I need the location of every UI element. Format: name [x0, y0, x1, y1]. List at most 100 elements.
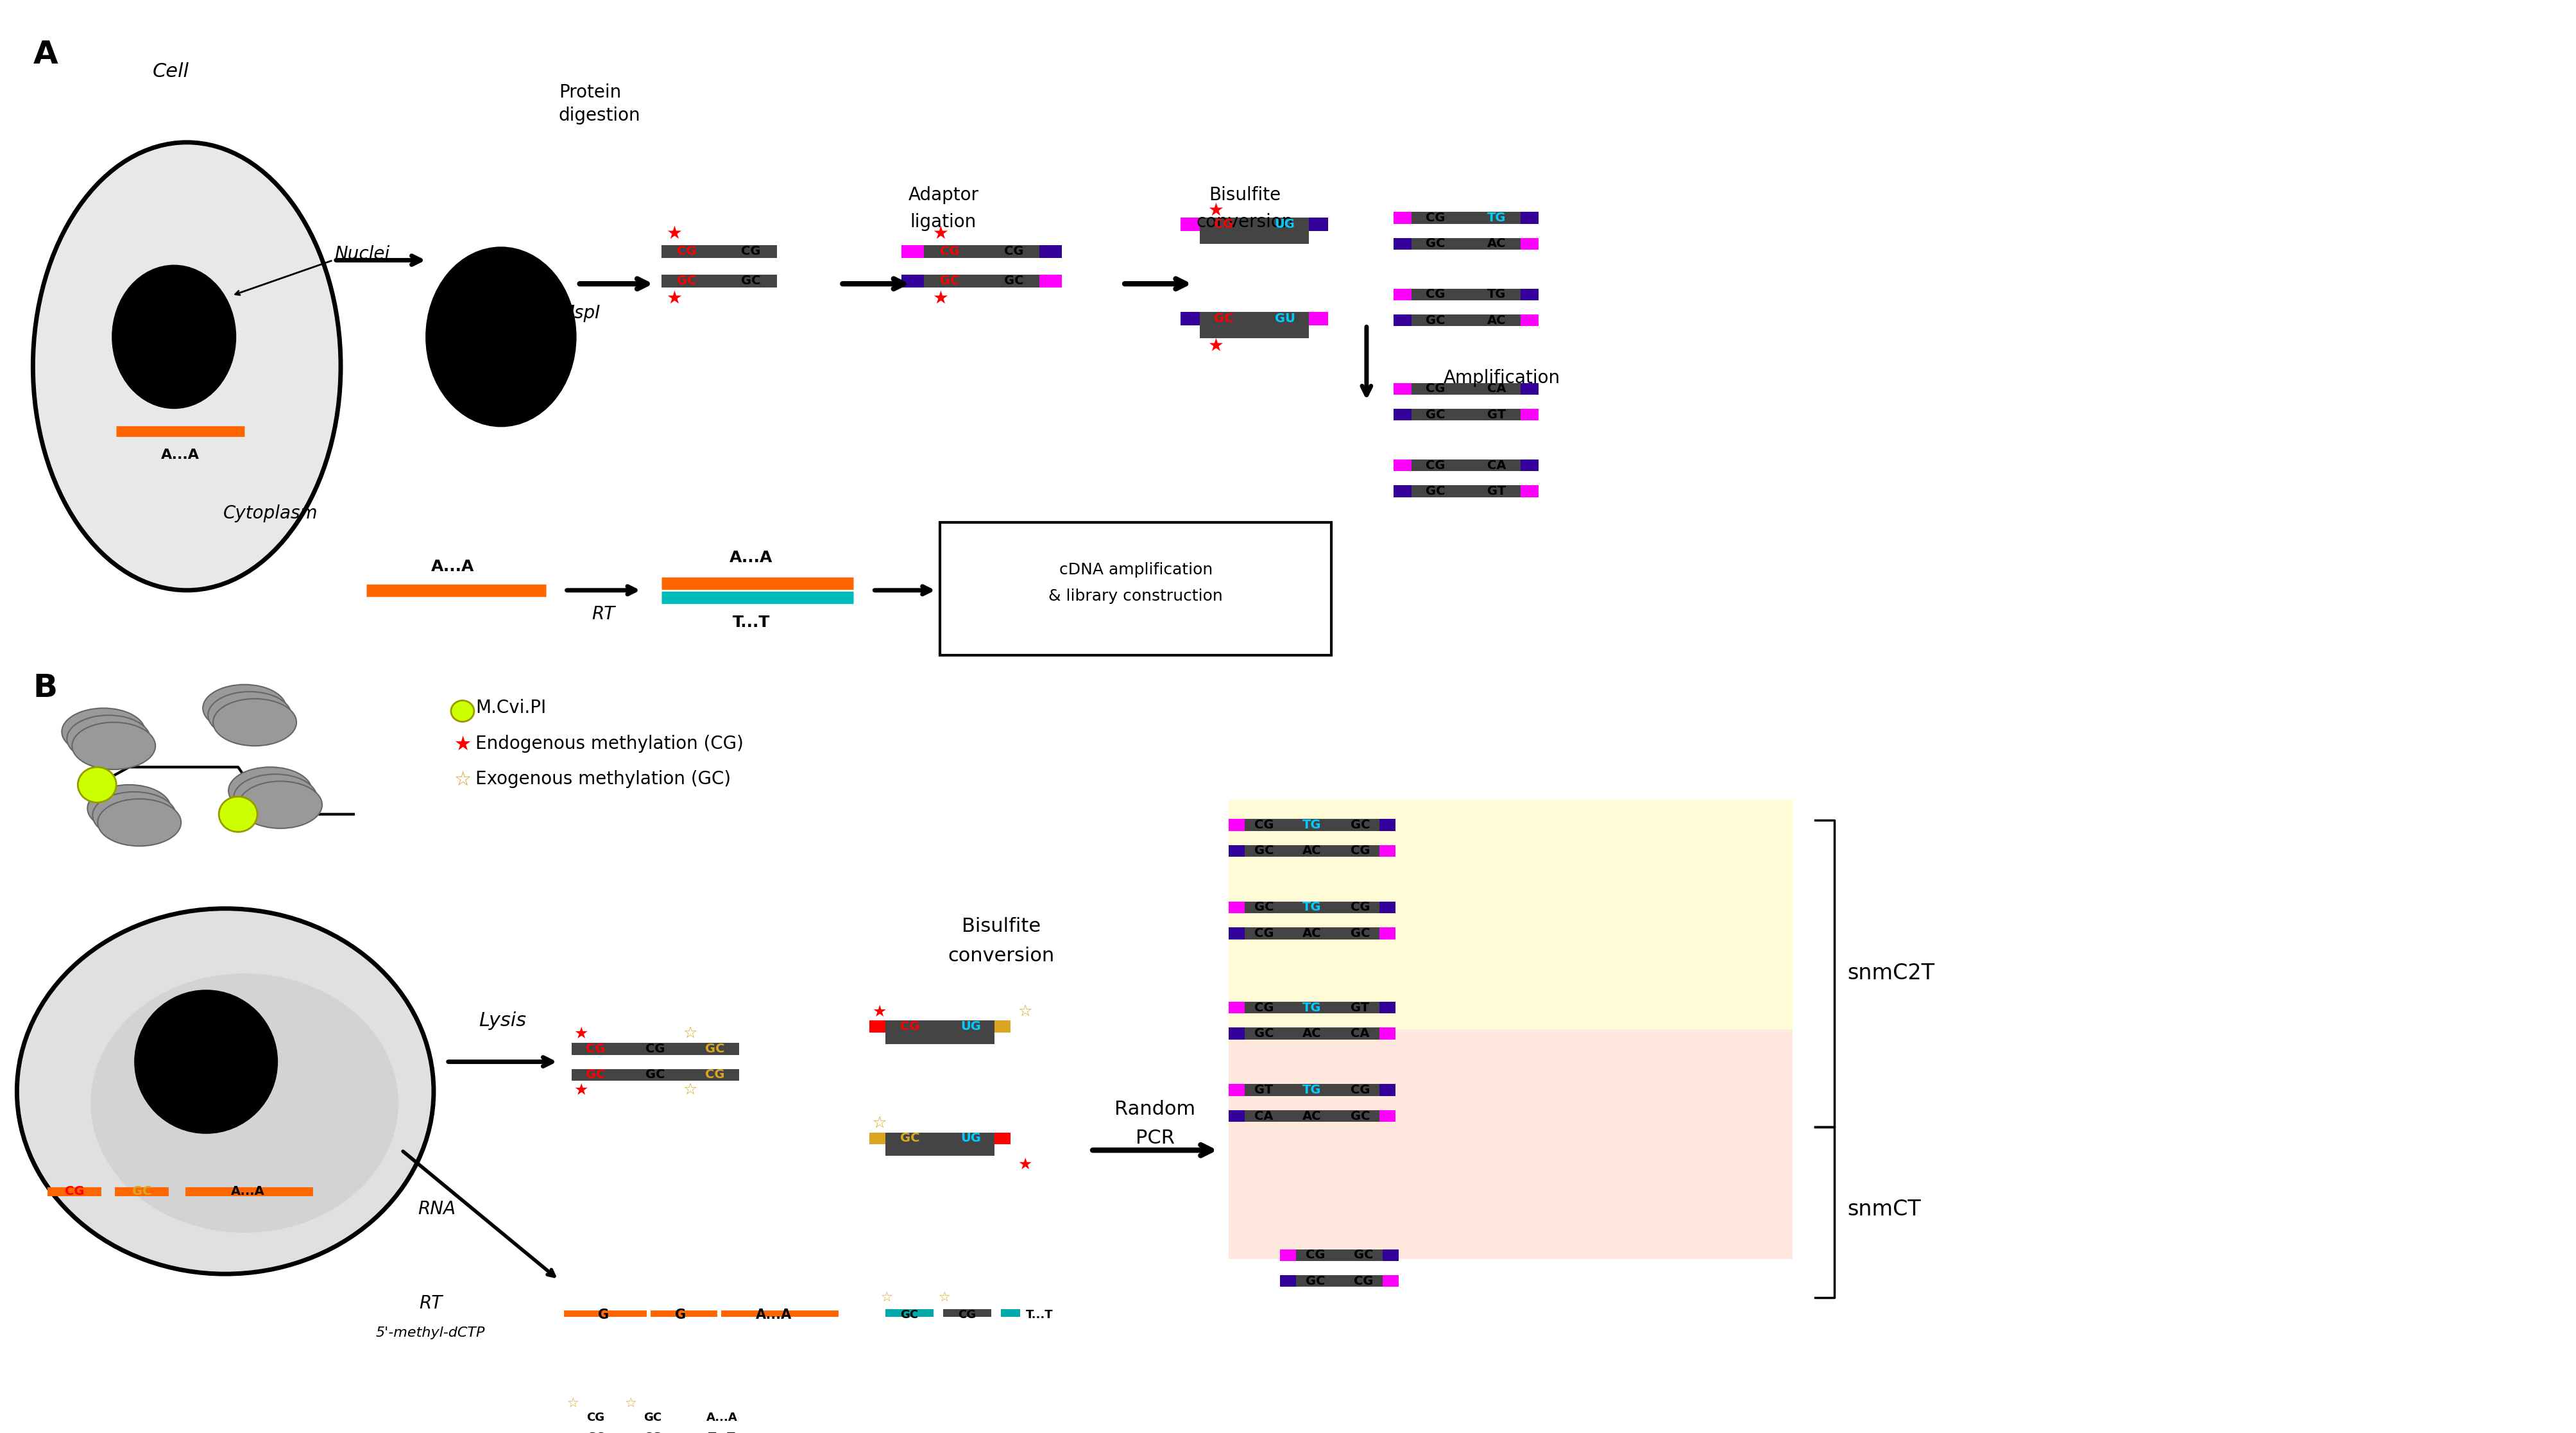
- Bar: [1458, 460, 1471, 471]
- FancyBboxPatch shape: [1229, 800, 1793, 1260]
- Text: GC: GC: [1306, 1275, 1324, 1287]
- Text: conversion: conversion: [948, 946, 1054, 964]
- Text: GC: GC: [1350, 818, 1370, 831]
- Bar: [1394, 486, 1412, 497]
- Text: CG: CG: [958, 1310, 976, 1321]
- Text: ☆: ☆: [683, 1082, 698, 1098]
- Text: ★: ★: [1018, 1158, 1033, 1172]
- Bar: [1244, 1027, 1283, 1039]
- Bar: [1378, 845, 1396, 857]
- Bar: [1332, 927, 1340, 939]
- Bar: [1520, 486, 1538, 497]
- Bar: [1383, 1250, 1399, 1261]
- Bar: [1332, 845, 1340, 857]
- Text: GU: GU: [1275, 312, 1296, 325]
- Bar: [1309, 218, 1327, 231]
- Text: ligation: ligation: [909, 214, 976, 231]
- Text: digestion: digestion: [559, 107, 641, 125]
- Bar: [726, 245, 775, 258]
- Text: GC: GC: [1350, 1111, 1370, 1122]
- Bar: [714, 274, 726, 288]
- Text: T...T: T...T: [732, 615, 770, 631]
- Bar: [1283, 845, 1293, 857]
- Text: Endogenous methylation (CG): Endogenous methylation (CG): [474, 735, 744, 752]
- Bar: [1458, 408, 1471, 420]
- Ellipse shape: [234, 774, 317, 821]
- Text: ★: ★: [574, 1082, 587, 1098]
- Text: G: G: [675, 1308, 685, 1321]
- Text: CG: CG: [1350, 1083, 1370, 1096]
- Text: ☆: ☆: [1018, 1005, 1033, 1019]
- Bar: [688, 1413, 757, 1423]
- Bar: [1520, 408, 1538, 420]
- Bar: [1180, 218, 1200, 231]
- Bar: [1260, 312, 1309, 325]
- Bar: [1471, 383, 1520, 394]
- Text: CG: CG: [1255, 1002, 1273, 1013]
- Bar: [1412, 383, 1458, 394]
- Bar: [662, 274, 714, 288]
- Bar: [933, 1132, 945, 1145]
- Bar: [1458, 238, 1471, 249]
- Ellipse shape: [18, 909, 433, 1274]
- Text: ☆: ☆: [683, 1026, 698, 1042]
- Text: A...A: A...A: [430, 559, 474, 575]
- Bar: [1340, 1027, 1378, 1039]
- Text: CA: CA: [1486, 383, 1504, 396]
- Text: GC: GC: [940, 275, 958, 287]
- Text: PCR: PCR: [1136, 1129, 1175, 1148]
- Bar: [1412, 486, 1458, 497]
- Text: UG: UG: [961, 1132, 981, 1145]
- Text: T...T: T...T: [1025, 1310, 1054, 1321]
- Bar: [1471, 314, 1520, 327]
- Bar: [1200, 218, 1247, 231]
- Text: CG: CG: [1352, 1275, 1373, 1287]
- Bar: [943, 1310, 992, 1320]
- Bar: [886, 1020, 933, 1032]
- Bar: [1412, 314, 1458, 327]
- Text: ☆: ☆: [453, 771, 471, 790]
- Text: GT: GT: [1486, 486, 1504, 497]
- Bar: [1394, 383, 1412, 394]
- Bar: [618, 1069, 631, 1080]
- Text: T...T: T...T: [708, 1432, 737, 1433]
- Bar: [680, 1043, 690, 1055]
- Ellipse shape: [62, 708, 144, 755]
- Bar: [1244, 927, 1283, 939]
- Bar: [1283, 1002, 1293, 1013]
- Bar: [1471, 288, 1520, 301]
- Text: AC: AC: [1303, 1027, 1321, 1039]
- Text: GC: GC: [742, 275, 760, 287]
- Bar: [1293, 1027, 1332, 1039]
- Text: CG: CG: [1005, 245, 1023, 258]
- Bar: [629, 1413, 677, 1423]
- Bar: [1229, 845, 1244, 857]
- Bar: [1247, 312, 1260, 325]
- Text: ☆: ☆: [938, 1291, 951, 1304]
- Bar: [1247, 325, 1260, 338]
- Bar: [1293, 1111, 1332, 1122]
- Bar: [925, 245, 976, 258]
- Text: Bisulfite: Bisulfite: [1208, 186, 1280, 205]
- Bar: [925, 274, 976, 288]
- Bar: [1383, 1275, 1399, 1287]
- Bar: [976, 274, 989, 288]
- Text: 5'-methyl-dCTP: 5'-methyl-dCTP: [376, 1327, 484, 1340]
- Ellipse shape: [93, 792, 175, 838]
- Text: G: G: [598, 1308, 608, 1321]
- Bar: [1229, 927, 1244, 939]
- Bar: [1412, 460, 1458, 471]
- Bar: [945, 1145, 994, 1156]
- Text: GC: GC: [1425, 238, 1445, 249]
- Bar: [631, 1069, 680, 1080]
- Bar: [886, 1132, 933, 1145]
- Ellipse shape: [98, 800, 180, 845]
- Text: ☆: ☆: [871, 1116, 886, 1132]
- Bar: [1283, 1111, 1293, 1122]
- Bar: [1296, 1275, 1334, 1287]
- Text: Cytoplasm: Cytoplasm: [222, 504, 317, 523]
- Bar: [1520, 460, 1538, 471]
- Bar: [1394, 408, 1412, 420]
- Text: AC: AC: [1486, 314, 1504, 327]
- Bar: [714, 245, 726, 258]
